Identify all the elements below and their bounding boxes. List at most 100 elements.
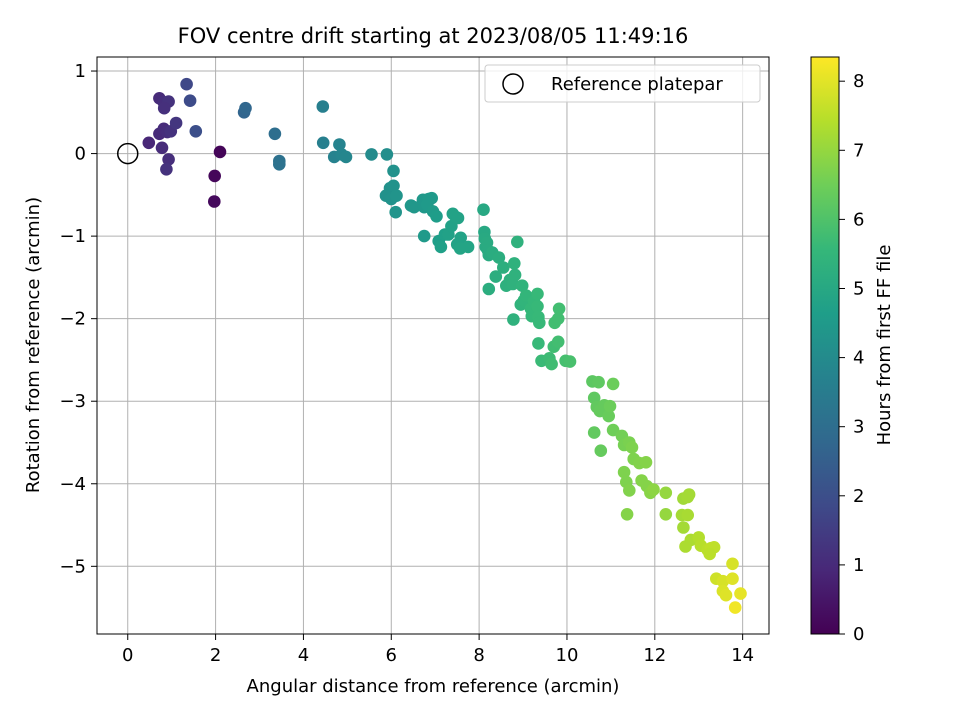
data-point [492,251,506,264]
data-point [639,456,653,469]
x-tick-label: 12 [643,645,666,666]
y-tick-label: 1 [75,61,86,82]
plot-frame [96,56,770,635]
colorbar-tick-label: 0 [853,624,864,645]
data-point [682,488,696,501]
data-point [507,313,520,326]
y-tick-label: −5 [59,556,86,577]
data-point [734,587,747,600]
data-point [157,101,171,115]
y-axis-label: Rotation from reference (arcmin) [23,197,44,493]
x-tick-label: 6 [386,645,397,666]
data-point [160,163,173,176]
data-point [389,205,403,219]
x-tick-label: 0 [122,645,133,666]
colorbar-tick-label: 7 [853,140,864,161]
colorbar-tick-label: 8 [853,71,864,92]
y-axis-ticks: −5 −4 −3 −2 −1 0 1 [59,61,97,577]
legend-label: Reference platepar [551,74,723,95]
colorbar [810,56,840,635]
data-point [169,116,183,130]
data-point [531,300,544,313]
data-point [719,588,733,602]
y-tick-label: −1 [59,226,86,247]
colorbar-tick-label: 5 [853,278,864,299]
y-tick-label: −3 [59,391,86,412]
legend-box [484,64,761,103]
data-point [551,312,565,326]
data-point [533,316,546,330]
data-point [551,335,565,349]
data-point [617,465,631,479]
data-point [387,164,400,178]
data-point [489,270,503,283]
data-point [606,377,620,391]
colorbar-tick-label: 2 [853,486,864,507]
data-point [532,337,545,350]
data-point [268,127,282,141]
data-point [728,601,742,614]
data-point [625,441,639,454]
y-tick-label: 0 [75,144,86,165]
data-point [515,279,529,293]
data-point [703,547,716,561]
data-point [511,235,524,249]
data-point [387,179,400,193]
data-point [659,508,673,521]
data-point [142,136,156,150]
colorbar-ticks: 0 1 2 3 4 5 6 7 8 [839,71,864,645]
data-point [316,100,330,113]
colorbar-tick-label: 6 [853,209,864,230]
data-point [552,302,566,316]
data-point [508,268,522,282]
data-point [508,257,521,270]
data-point [162,153,175,166]
data-point [563,355,577,368]
grid-lines [97,57,769,634]
data-point [482,282,496,296]
data-point [531,287,544,301]
data-point [155,141,169,155]
data-point [587,426,601,439]
data-point [239,101,252,115]
data-point [208,195,221,208]
data-point [451,211,465,225]
data-point [208,169,221,183]
data-point [545,357,558,371]
data-point [623,484,636,497]
data-point [417,229,431,243]
x-tick-label: 8 [473,645,484,666]
x-tick-label: 10 [556,645,579,666]
data-point [407,200,421,214]
x-tick-label: 14 [731,645,754,666]
x-axis-ticks: 0 2 4 6 8 10 12 14 [122,634,754,666]
legend-marker-open-circle [502,73,524,95]
data-point [380,148,394,161]
data-point [497,261,510,274]
data-point [681,508,694,522]
colorbar-tick-label: 1 [853,555,864,576]
data-point [430,210,443,223]
x-tick-label: 2 [210,645,221,666]
data-point [273,158,286,171]
data-point [183,94,197,107]
data-point [677,521,690,534]
data-point [647,483,660,496]
colorbar-tick-label: 4 [853,348,864,369]
data-point [333,138,346,151]
data-point [716,574,730,588]
data-point [339,150,353,164]
data-point [592,375,605,389]
data-point [434,240,448,254]
y-tick-label: −2 [59,309,86,330]
data-point [461,240,475,254]
data-point [189,125,203,138]
data-point [365,148,378,161]
data-points [142,77,747,614]
data-point [659,486,673,500]
data-point [726,557,739,571]
x-tick-label: 4 [298,645,309,666]
data-point [726,572,739,585]
y-tick-label: −4 [59,474,86,495]
